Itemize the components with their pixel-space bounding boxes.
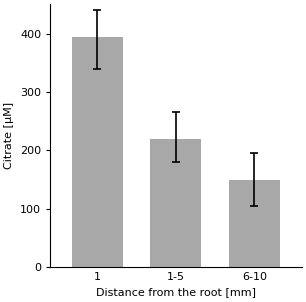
Bar — [229, 180, 280, 267]
Bar — [72, 37, 123, 267]
X-axis label: Distance from the root [mm]: Distance from the root [mm] — [96, 288, 256, 297]
Y-axis label: Citrate [µM]: Citrate [µM] — [5, 102, 14, 169]
Bar — [150, 139, 201, 267]
